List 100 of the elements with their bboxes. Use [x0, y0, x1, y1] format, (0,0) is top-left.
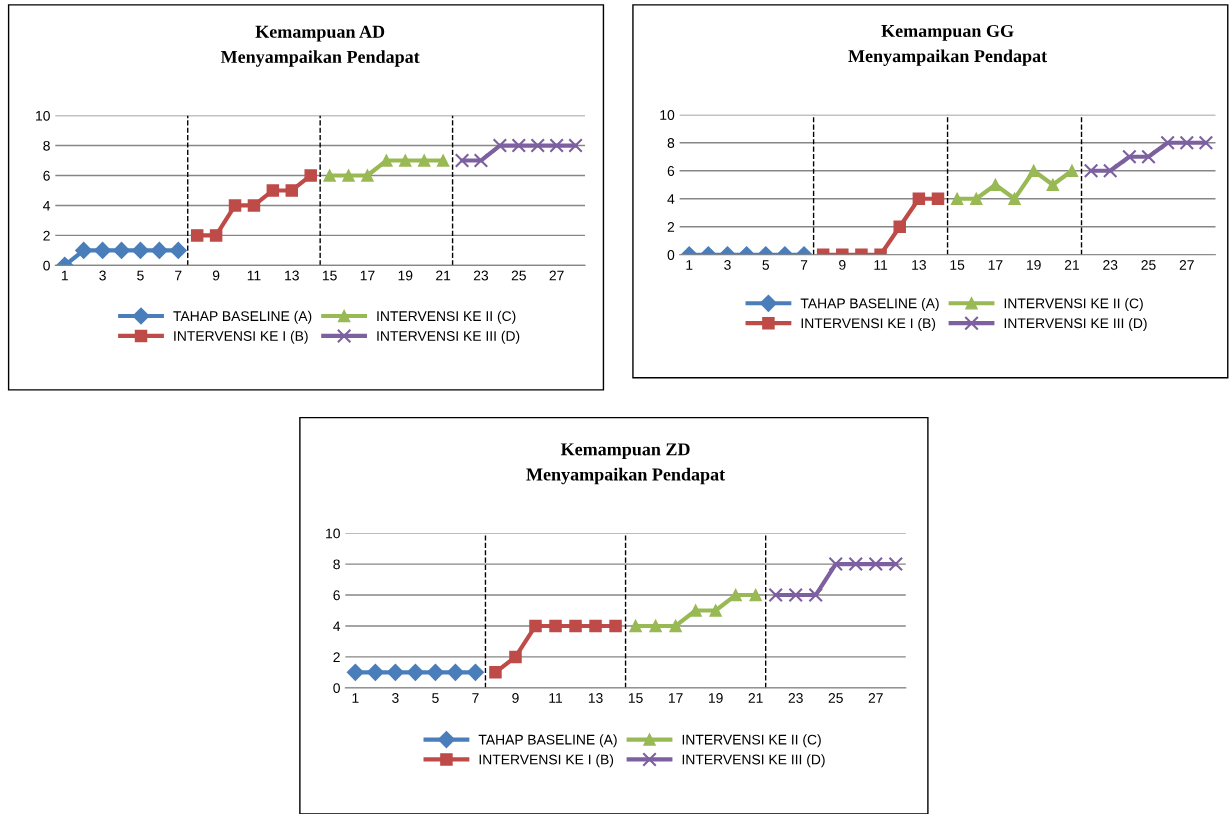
- legend-label: INTERVENSI KE II (C): [682, 734, 821, 748]
- point: [399, 154, 412, 167]
- point: [569, 619, 582, 633]
- y-tick-label: 8: [333, 559, 340, 570]
- point: [888, 556, 904, 572]
- y-tick-label: 4: [667, 194, 675, 204]
- point: [689, 604, 702, 617]
- point: [970, 192, 983, 206]
- x-tick-label: 7: [800, 260, 808, 270]
- chart-title: Kemampuan ZD Menyampaikan Pendapat: [526, 443, 726, 485]
- x-tick-label: 9: [512, 693, 519, 703]
- point: [386, 663, 404, 681]
- point: [729, 588, 742, 602]
- legend-label: INTERVENSI KE I (B): [174, 330, 308, 344]
- point: [473, 153, 489, 168]
- x-tick-label: 1: [686, 260, 693, 270]
- point: [366, 663, 384, 681]
- x-tick-label: 15: [322, 270, 337, 281]
- y-tick-label: 2: [333, 652, 340, 662]
- point: [649, 619, 662, 633]
- x-tick-label: 23: [788, 693, 803, 703]
- point: [609, 619, 622, 633]
- x-tick-label: 7: [472, 693, 479, 703]
- point: [1065, 164, 1079, 178]
- x-tick-label: 27: [549, 270, 564, 281]
- point: [568, 138, 583, 153]
- point: [808, 587, 823, 603]
- point: [1083, 163, 1099, 179]
- point: [75, 241, 93, 259]
- chart-title: Kemampuan AD Menyampaikan Pendapat: [220, 25, 420, 67]
- point: [150, 241, 168, 259]
- point: [1046, 178, 1060, 192]
- point: [406, 663, 424, 681]
- y-tick-label: 6: [667, 166, 675, 176]
- point: [669, 619, 682, 633]
- y-tick-label: 0: [43, 260, 50, 271]
- point: [492, 138, 508, 153]
- point: [417, 154, 431, 167]
- x-tick-label: 5: [762, 260, 770, 270]
- x-tick-label: 5: [432, 693, 439, 703]
- legend-label: TAHAP BASELINE (A): [800, 298, 939, 312]
- x-tick-label: 19: [398, 270, 413, 281]
- point: [1027, 164, 1040, 178]
- x-tick-label: 5: [137, 270, 144, 281]
- legend-label: INTERVENSI KE III (D): [1004, 317, 1147, 331]
- point: [589, 619, 602, 633]
- point: [466, 663, 484, 681]
- y-tick-label: 10: [326, 528, 340, 539]
- legend-label: INTERVENSI KE III (D): [377, 330, 520, 344]
- x-tick-label: 13: [588, 693, 603, 703]
- point: [454, 153, 470, 168]
- x-tick-label: 21: [436, 270, 451, 281]
- point: [323, 169, 336, 182]
- point: [629, 619, 642, 633]
- x-tick-label: 17: [988, 260, 1003, 270]
- point: [788, 587, 803, 603]
- y-tick-label: 8: [667, 138, 675, 148]
- x-tick-label: 15: [950, 260, 965, 270]
- x-tick-label: 13: [912, 260, 926, 270]
- point: [530, 138, 545, 153]
- point: [749, 588, 762, 602]
- point: [931, 192, 945, 206]
- point: [446, 663, 464, 681]
- point: [342, 169, 355, 182]
- point: [989, 178, 1002, 192]
- point: [247, 199, 261, 212]
- point: [549, 138, 564, 153]
- x-tick-label: 19: [1027, 260, 1041, 270]
- point: [549, 619, 562, 633]
- x-tick-label: 21: [1064, 260, 1079, 270]
- point: [426, 663, 444, 681]
- point: [768, 587, 783, 603]
- point: [1122, 149, 1137, 165]
- point: [828, 556, 844, 572]
- x-tick-label: 3: [724, 260, 731, 270]
- point: [346, 663, 364, 681]
- x-tick-label: 25: [828, 693, 843, 703]
- chart-title: Kemampuan GG Menyampaikan Pendapat: [848, 24, 1048, 66]
- y-tick-label: 2: [667, 222, 675, 232]
- x-tick-label: 3: [99, 270, 106, 281]
- legend-label: TAHAP BASELINE (A): [478, 734, 617, 748]
- x-tick-label: 23: [1103, 260, 1118, 270]
- x-tick-label: 21: [748, 693, 763, 703]
- point: [131, 241, 149, 259]
- y-tick-label: 10: [660, 110, 675, 120]
- point: [848, 556, 864, 572]
- point: [112, 241, 131, 259]
- legend-label: INTERVENSI KE I (B): [479, 754, 614, 768]
- point: [190, 229, 204, 242]
- point: [285, 184, 299, 197]
- legend-label: INTERVENSI KE II (C): [377, 310, 516, 324]
- point: [228, 199, 242, 212]
- point: [1102, 163, 1118, 179]
- point: [511, 138, 527, 153]
- y-tick-label: 0: [667, 250, 675, 260]
- point: [912, 192, 926, 206]
- point: [266, 184, 280, 197]
- point: [436, 154, 450, 167]
- y-tick-label: 4: [43, 200, 51, 211]
- y-tick-label: 2: [43, 230, 50, 241]
